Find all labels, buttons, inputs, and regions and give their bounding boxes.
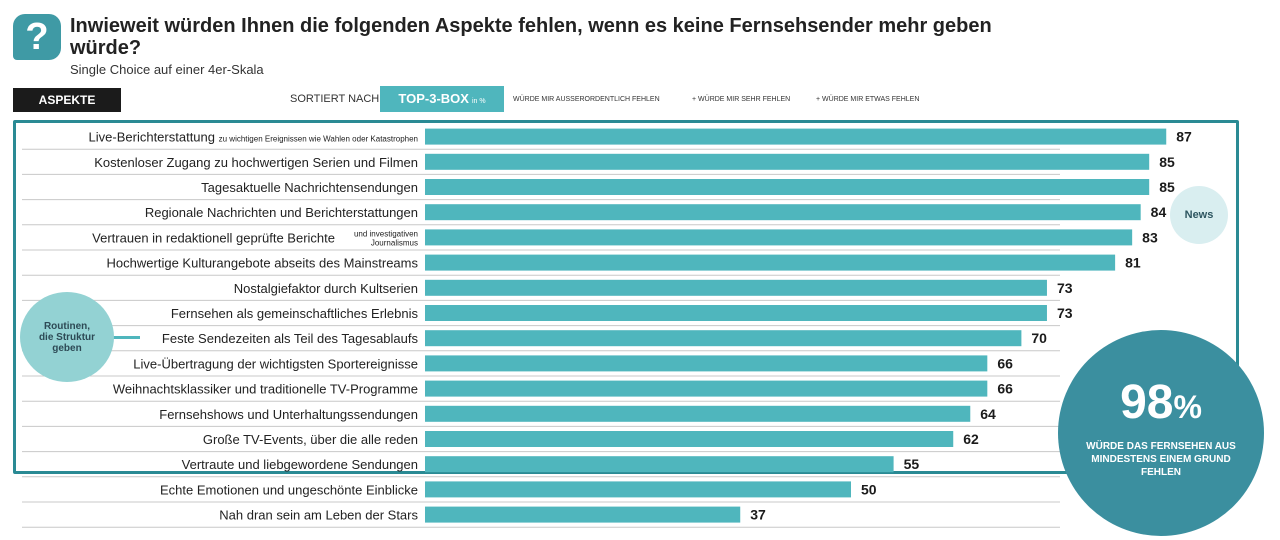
bar [425, 229, 1133, 246]
summary-value: 98% [1058, 378, 1264, 432]
bar [425, 128, 1167, 145]
top3-label: TOP-3-BOX [398, 91, 469, 106]
category-label: Kostenloser Zugang zu hochwertigen Serie… [94, 155, 418, 170]
value-label: 73 [1057, 280, 1073, 296]
value-label: 85 [1159, 179, 1175, 195]
routinen-callout: Routinen, die Struktur geben [20, 292, 114, 382]
legend-etwas: + WÜRDE MIR ETWAS FEHLEN [816, 96, 920, 103]
page-subtitle: Single Choice auf einer 4er-Skala [70, 62, 264, 77]
question-mark-icon: ? [13, 14, 61, 60]
category-label: Vertrauen in redaktionell geprüfte Beric… [92, 230, 335, 245]
category-label: Große TV-Events, über die alle reden [203, 432, 418, 447]
legend-sehr: + WÜRDE MIR SEHR FEHLEN [692, 96, 791, 103]
bar [425, 506, 741, 523]
category-label-sub: zu wichtigen Ereignissen wie Wahlen oder… [219, 135, 418, 144]
bar [425, 431, 954, 447]
bar [425, 279, 1047, 296]
top3-unit: in % [471, 98, 486, 105]
bar [425, 204, 1141, 221]
value-label: 83 [1142, 229, 1158, 245]
category-label: Fernsehshows und Unterhaltungssendungen [159, 407, 418, 422]
value-label: 55 [904, 456, 920, 472]
category-label: Tagesaktuelle Nachrichtensendungen [201, 180, 418, 195]
aspekte-header: ASPEKTE [13, 88, 121, 112]
bar [425, 305, 1047, 321]
summary-unit: % [1173, 389, 1202, 425]
category-label: Live-Übertragung der wichtigsten Sporter… [133, 356, 418, 371]
summary-number: 98 [1120, 376, 1174, 429]
category-label: Weihnachtsklassiker und traditionelle TV… [113, 382, 418, 397]
category-label: Regionale Nachrichten und Berichterstatt… [145, 205, 418, 220]
routinen-connector [112, 336, 140, 339]
highlight-frame [13, 120, 1239, 474]
top3-box-button[interactable]: TOP-3-BOX in % [380, 86, 504, 112]
value-label: 70 [1031, 330, 1047, 346]
category-label: Nostalgiefaktor durch Kultserien [234, 281, 418, 296]
value-label: 73 [1057, 305, 1073, 321]
bar [425, 153, 1150, 170]
value-label: 64 [980, 406, 996, 422]
category-label-main: Live-Berichterstattung [89, 130, 219, 145]
category-label: Echte Emotionen und ungeschönte Einblick… [160, 482, 418, 497]
category-label: Hochwertige Kulturangebote abseits des M… [107, 256, 419, 271]
value-label: 87 [1176, 129, 1192, 145]
value-label: 84 [1151, 204, 1167, 220]
news-callout: News [1170, 186, 1228, 244]
bar [425, 254, 1116, 271]
legend-ausserordentlich: WÜRDE MIR AUSSERORDENTLICH FEHLEN [513, 96, 660, 103]
summary-circle: 98% WÜRDE DAS FERNSEHEN AUS MINDESTENS E… [1058, 330, 1264, 536]
category-label: Feste Sendezeiten als Teil des Tagesabla… [162, 331, 419, 346]
category-label: Live-Berichterstattung zu wichtigen Erei… [89, 130, 418, 145]
bar [425, 481, 851, 498]
bar [425, 179, 1150, 195]
value-label: 81 [1125, 255, 1141, 271]
bar [425, 355, 988, 372]
value-label: 66 [997, 381, 1013, 397]
value-label: 85 [1159, 154, 1175, 170]
bar [425, 456, 894, 473]
category-label: Vertraute und liebgewordene Sendungen [182, 457, 418, 472]
sort-label: SORTIERT NACH [290, 93, 380, 105]
value-label: 62 [963, 431, 979, 447]
category-label: Fernsehen als gemeinschaftliches Erlebni… [171, 306, 419, 321]
page-title: Inwieweit würden Ihnen die folgenden Asp… [70, 15, 992, 59]
summary-text: WÜRDE DAS FERNSEHEN AUS MINDESTENS EINEM… [1086, 441, 1236, 478]
category-label-sub: und investigativen Journalismus [354, 229, 418, 247]
bar [425, 380, 988, 397]
bar [425, 405, 971, 422]
routinen-callout-text: Routinen, die Struktur geben [38, 320, 96, 354]
value-label: 37 [750, 507, 766, 523]
value-label: 66 [997, 355, 1013, 371]
value-label: 50 [861, 481, 877, 497]
category-label: Nah dran sein am Leben der Stars [219, 508, 418, 523]
bar [425, 330, 1022, 347]
